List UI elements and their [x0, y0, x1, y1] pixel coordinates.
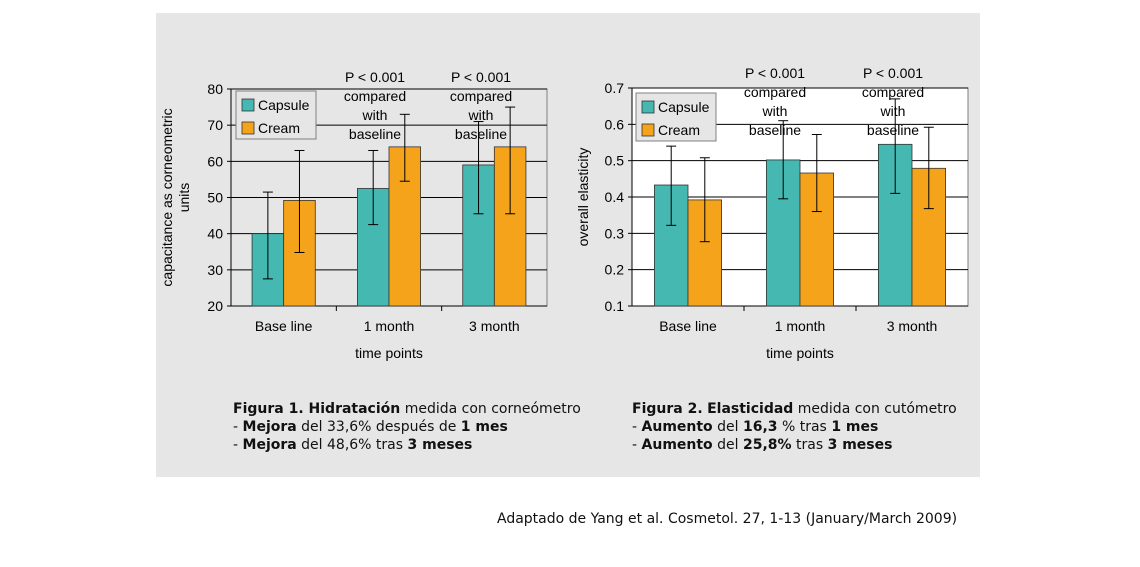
y-tick-label: 80: [207, 81, 223, 97]
y-tick-label: 60: [207, 153, 223, 169]
figure2-line2: - Aumento del 25,8% tras 3 meses: [632, 437, 893, 453]
annotation-text: baseline: [349, 126, 401, 142]
y-tick-label: 0.5: [605, 153, 625, 169]
elasticity-chart: 0.1 0.2 0.3 0.4 0.5 0.6 0.7 Base line 1 month 3 m…: [575, 65, 969, 361]
figure2-caption: Figura 2. Elasticidad medida con cutómet…: [632, 400, 957, 454]
figure2-title: Figura 2. Elasticidad medida con cutómet…: [632, 401, 957, 417]
legend-swatch-cream: [241, 121, 255, 135]
x-tick-label: Base line: [659, 318, 717, 334]
y-tick-label: 50: [207, 190, 223, 206]
x-tick-label: 3 month: [469, 318, 520, 334]
y-axis-title: overall elasticity: [575, 148, 591, 247]
y-tick-label: 0.6: [605, 116, 625, 132]
y-tick-label: 20: [207, 298, 223, 314]
x-tick-label: 3 month: [887, 318, 938, 334]
y-tick-label: 30: [207, 262, 223, 278]
y-tick-label: 0.7: [605, 80, 625, 96]
annotation-text: baseline: [867, 122, 919, 138]
y-tick-label: 0.4: [605, 189, 625, 205]
annotation-text: compared: [450, 88, 512, 104]
annotation-text: with: [362, 107, 388, 123]
figure1-caption: Figura 1. Hidratación medida con corneóm…: [233, 400, 581, 454]
legend-swatch-capsule: [241, 98, 255, 112]
y-tick-label: 70: [207, 117, 223, 133]
annotation-text: with: [880, 103, 906, 119]
legend-swatch-cream: [641, 123, 655, 137]
figure1-line2: - Mejora del 48,6% tras 3 meses: [233, 437, 473, 453]
legend-swatch-capsule: [641, 100, 655, 114]
annotation-text: with: [468, 107, 494, 123]
annotation-text: baseline: [749, 122, 801, 138]
legend-label-capsule: Capsule: [258, 97, 310, 113]
annotation-text: P < 0.001: [345, 69, 405, 85]
legend-label-cream: Cream: [258, 120, 300, 136]
y-tick-label: 0.3: [605, 225, 625, 241]
x-tick-label: Base line: [255, 318, 313, 334]
y-tick-label: 0.2: [605, 262, 625, 278]
legend-label-capsule: Capsule: [658, 99, 710, 115]
y-tick-label: 40: [207, 226, 223, 242]
y-tick-label: 0.1: [605, 298, 625, 314]
annotation-text: P < 0.001: [745, 65, 805, 81]
x-tick-label: 1 month: [775, 318, 826, 334]
x-tick-label: 1 month: [364, 318, 415, 334]
x-axis-title: time points: [355, 345, 423, 361]
annotation-text: with: [762, 103, 788, 119]
annotation-text: compared: [862, 84, 924, 100]
annotation-text: compared: [344, 88, 406, 104]
annotation-text: baseline: [455, 126, 507, 142]
source-citation: Adaptado de Yang et al. Cosmetol. 27, 1-…: [497, 511, 958, 527]
figure2-line1: - Aumento del 16,3 % tras 1 mes: [632, 419, 879, 435]
annotation-text: P < 0.001: [863, 65, 923, 81]
annotation-text: compared: [744, 84, 806, 100]
legend-label-cream: Cream: [658, 122, 700, 138]
figure1-line1: - Mejora del 33,6% después de 1 mes: [233, 419, 508, 435]
hydration-chart: 20 30 40 50 60 70 80 Base line 1 month 3 month Cap…: [159, 69, 548, 361]
x-axis-title: time points: [766, 345, 834, 361]
figure1-title: Figura 1. Hidratación medida con corneóm…: [233, 401, 581, 417]
annotation-text: P < 0.001: [451, 69, 511, 85]
y-axis-title-cont: units: [176, 183, 192, 213]
y-axis-title: capacitance as corneometric: [159, 108, 175, 286]
